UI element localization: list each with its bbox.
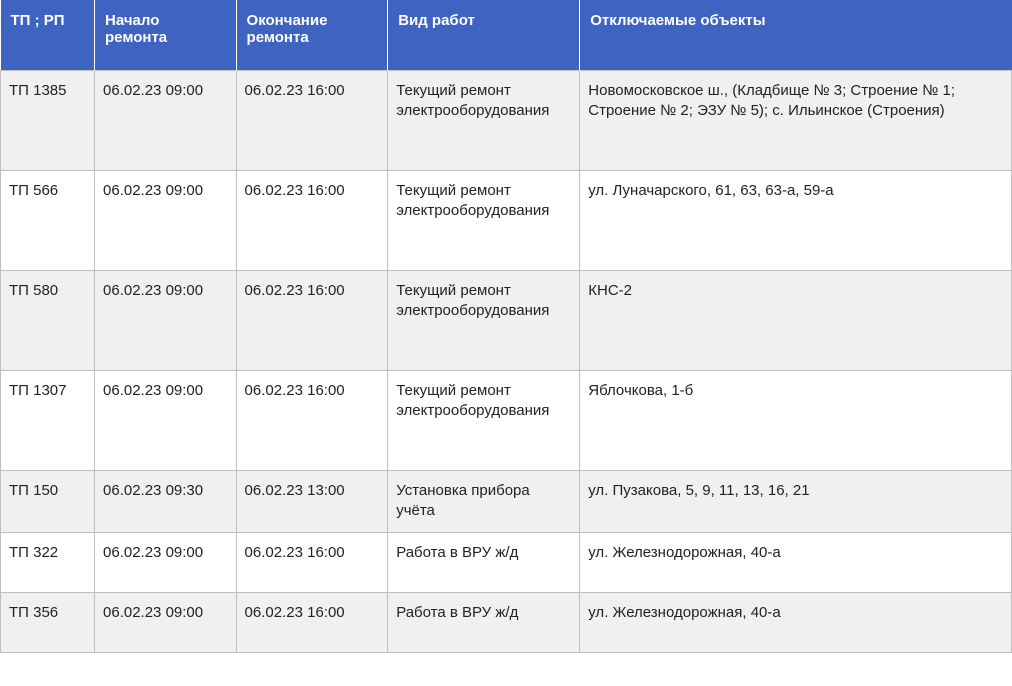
table-cell: 06.02.23 16:00 xyxy=(236,71,388,171)
table-cell: Текущий ремонт электрооборудования xyxy=(388,71,580,171)
header-objects: Отключаемые объекты xyxy=(580,0,1012,71)
table-cell: 06.02.23 09:00 xyxy=(95,592,237,652)
table-cell: ТП 322 xyxy=(1,532,95,592)
table-cell: ТП 580 xyxy=(1,271,95,371)
table-cell: ТП 566 xyxy=(1,171,95,271)
table-cell: Работа в ВРУ ж/д xyxy=(388,532,580,592)
table-header-row: ТП ; РП Начало ремонта Окончание ремонта… xyxy=(1,0,1012,71)
header-end: Окончание ремонта xyxy=(236,0,388,71)
header-work-type: Вид работ xyxy=(388,0,580,71)
table-cell: ул. Пузакова, 5, 9, 11, 13, 16, 21 xyxy=(580,471,1012,533)
table-cell: ТП 1307 xyxy=(1,371,95,471)
header-start: Начало ремонта xyxy=(95,0,237,71)
table-cell: ТП 1385 xyxy=(1,71,95,171)
table-cell: Текущий ремонт электрооборудования xyxy=(388,271,580,371)
table-cell: 06.02.23 09:00 xyxy=(95,371,237,471)
table-row: ТП 56606.02.23 09:0006.02.23 16:00Текущи… xyxy=(1,171,1012,271)
table-row: ТП 32206.02.23 09:0006.02.23 16:00Работа… xyxy=(1,532,1012,592)
table-cell: 06.02.23 09:00 xyxy=(95,171,237,271)
table-row: ТП 138506.02.23 09:0006.02.23 16:00Текущ… xyxy=(1,71,1012,171)
table-row: ТП 35606.02.23 09:0006.02.23 16:00Работа… xyxy=(1,592,1012,652)
table-cell: 06.02.23 16:00 xyxy=(236,371,388,471)
table-cell: 06.02.23 09:00 xyxy=(95,532,237,592)
table-cell: ТП 150 xyxy=(1,471,95,533)
table-cell: 06.02.23 16:00 xyxy=(236,271,388,371)
table-cell: 06.02.23 13:00 xyxy=(236,471,388,533)
table-cell: Новомосковское ш., (Кладбище № 3; Строен… xyxy=(580,71,1012,171)
table-cell: КНС-2 xyxy=(580,271,1012,371)
table-cell: 06.02.23 16:00 xyxy=(236,592,388,652)
table-cell: 06.02.23 16:00 xyxy=(236,532,388,592)
table-cell: Работа в ВРУ ж/д xyxy=(388,592,580,652)
table-cell: Текущий ремонт электрооборудования xyxy=(388,171,580,271)
table-cell: ТП 356 xyxy=(1,592,95,652)
table-cell: 06.02.23 09:30 xyxy=(95,471,237,533)
table-row: ТП 58006.02.23 09:0006.02.23 16:00Текущи… xyxy=(1,271,1012,371)
table-cell: 06.02.23 09:00 xyxy=(95,71,237,171)
table-cell: Текущий ремонт электрооборудования xyxy=(388,371,580,471)
table-cell: 06.02.23 16:00 xyxy=(236,171,388,271)
table-body: ТП 138506.02.23 09:0006.02.23 16:00Текущ… xyxy=(1,71,1012,653)
header-tp-rp: ТП ; РП xyxy=(1,0,95,71)
maintenance-schedule-table: ТП ; РП Начало ремонта Окончание ремонта… xyxy=(0,0,1012,653)
table-cell: ул. Луначарского, 61, 63, 63-а, 59-а xyxy=(580,171,1012,271)
table-cell: ул. Железнодорожная, 40-а xyxy=(580,592,1012,652)
table-cell: 06.02.23 09:00 xyxy=(95,271,237,371)
table-cell: Яблочкова, 1-б xyxy=(580,371,1012,471)
table-cell: Установка прибора учёта xyxy=(388,471,580,533)
table-row: ТП 130706.02.23 09:0006.02.23 16:00Текущ… xyxy=(1,371,1012,471)
table-row: ТП 15006.02.23 09:3006.02.23 13:00Устано… xyxy=(1,471,1012,533)
table-cell: ул. Железнодорожная, 40-а xyxy=(580,532,1012,592)
